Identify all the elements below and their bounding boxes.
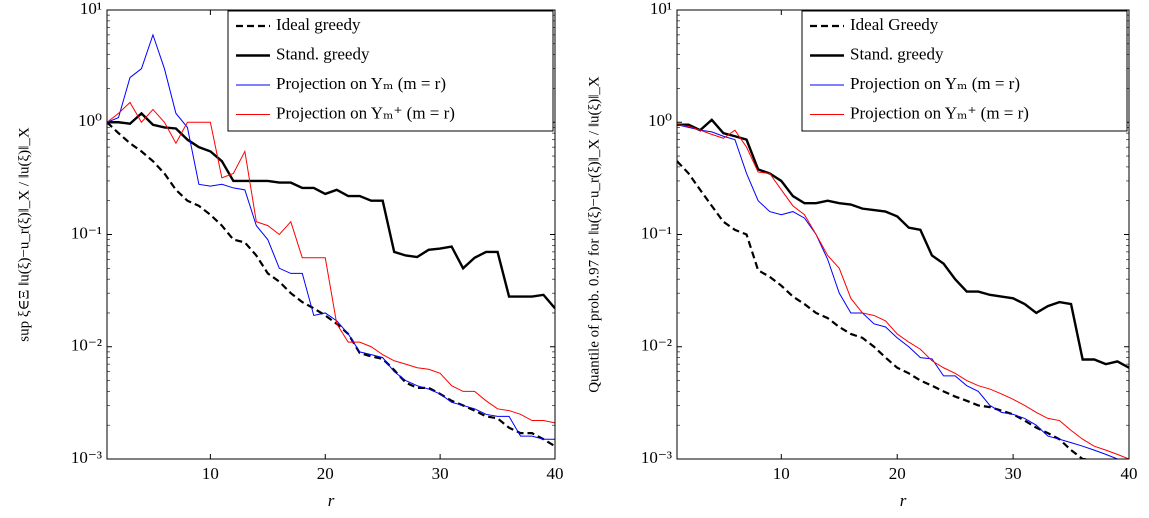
y-tick-label: 10⁰ [648, 111, 672, 130]
y-axis-label: Quantile of prob. 0.97 for ‖u(ξ)−u_r(ξ)‖… [586, 76, 602, 393]
axes-frame [676, 9, 1130, 460]
x-tick-label: 10 [202, 464, 219, 483]
series-line [677, 124, 1119, 459]
series-line [677, 118, 1129, 369]
series-line [107, 33, 555, 440]
y-tick-label: 10⁻² [641, 336, 672, 355]
x-tick-label: 40 [547, 464, 564, 483]
y-tick-label: 10⁻¹ [71, 223, 102, 242]
x-tick-label: 10 [773, 464, 790, 483]
legend: Ideal Greedy Stand. greedy Projection on Y… [801, 10, 1128, 132]
plot: 10⁻³ 10⁻² 10⁻¹ 10⁰ 10¹ 10 20 30 40 r sup ξ∈Ξ ‖u(ξ)… [16, 0, 563, 510]
legend-label: Projection on Yₘ⁺ (m = r) [276, 103, 455, 122]
y-tick-label: 10⁻¹ [641, 223, 672, 242]
legend-label: Ideal Greedy [850, 15, 939, 34]
legend-label: Projection on Yₘ⁺ (m = r) [850, 103, 1029, 122]
y-tick-label: 10⁻³ [71, 448, 102, 467]
y-tick-label: 10⁰ [78, 111, 102, 130]
series-line [107, 111, 555, 310]
legend-label: Projection on Yₘ (m = r) [276, 74, 446, 93]
x-tick-label: 20 [889, 464, 906, 483]
x-tick-label: 30 [432, 464, 449, 483]
x-axis-label: r [900, 491, 907, 510]
legend-label: Ideal greedy [276, 15, 361, 34]
series-line [107, 121, 555, 448]
legend-box [801, 10, 1128, 132]
legend-box [227, 10, 554, 132]
legend-label: Stand. greedy [276, 44, 370, 63]
x-axis-label: r [328, 491, 335, 510]
plot: 10⁻³ 10⁻² 10⁻¹ 10⁰ 10¹ 10 20 30 40 r Quantile of p… [586, 0, 1137, 510]
legend-label: Projection on Yₘ (m = r) [850, 74, 1020, 93]
y-tick-label: 10¹ [80, 0, 102, 18]
axes-frame [106, 9, 556, 460]
x-tick-label: 40 [1121, 464, 1138, 483]
series-line [677, 160, 1096, 459]
legend-label: Stand. greedy [850, 44, 944, 63]
y-tick-label: 10¹ [650, 0, 672, 18]
y-tick-label: 10⁻³ [641, 448, 672, 467]
series-line [677, 124, 1129, 459]
y-axis-label: sup ξ∈Ξ ‖u(ξ)−u_r(ξ)‖_X / ‖u(ξ)‖_X [16, 127, 32, 342]
legend: Ideal greedy Stand. greedy Projection on Y… [227, 10, 554, 132]
y-tick-label: 10⁻² [71, 336, 102, 355]
x-tick-label: 30 [1005, 464, 1022, 483]
series-line [107, 101, 555, 424]
x-tick-label: 20 [317, 464, 334, 483]
